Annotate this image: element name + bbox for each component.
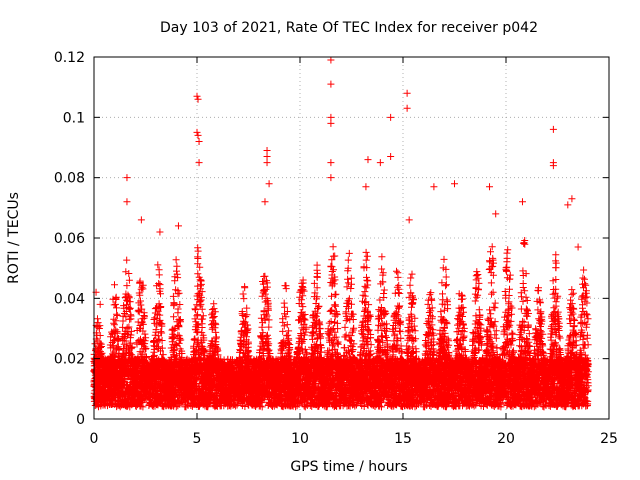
data-point [492, 210, 500, 218]
data-point [364, 156, 372, 164]
data-point [574, 243, 582, 251]
data-point [387, 153, 395, 161]
y-tick-label: 0.12 [54, 50, 85, 66]
data-point [195, 159, 203, 167]
data-point [194, 95, 202, 103]
data-point [194, 131, 202, 139]
data-point [451, 180, 458, 188]
y-axis-label: ROTI / TECUs [6, 192, 22, 284]
data-point [123, 174, 131, 182]
data-point [195, 137, 203, 145]
data-point [518, 198, 526, 206]
data-point [193, 92, 201, 100]
y-tick-label: 0 [76, 412, 85, 428]
x-tick-label: 15 [394, 431, 412, 447]
axis-ticks: 0 5 10 15 20 25 0 0.02 0.04 0.06 0.08 0.1 0.12 [54, 50, 618, 447]
data-point [174, 222, 182, 230]
data-point [327, 174, 335, 182]
chart-title: Day 103 of 2021, Rate Of TEC Index for r… [160, 20, 538, 36]
y-tick-label: 0.1 [63, 110, 85, 126]
x-tick-label: 25 [600, 431, 618, 447]
data-point [123, 198, 131, 206]
data-point [327, 159, 335, 167]
data-point [403, 89, 411, 97]
data-point [263, 159, 271, 167]
y-tick-label: 0.06 [54, 231, 85, 247]
data-point [549, 125, 557, 133]
x-tick-label: 10 [291, 431, 309, 447]
data-point [403, 104, 411, 112]
data-point [387, 113, 395, 121]
data-point [263, 153, 271, 161]
data-point-cloud [90, 237, 592, 411]
data-point [486, 183, 494, 191]
y-tick-label: 0.04 [54, 291, 85, 307]
data-point [261, 198, 269, 206]
data-point [568, 195, 576, 203]
data-point [156, 228, 164, 236]
data-points [90, 56, 592, 411]
y-tick-label: 0.08 [54, 171, 85, 187]
data-point [193, 128, 201, 136]
data-point [430, 183, 438, 191]
data-point [265, 180, 273, 188]
data-point [549, 162, 557, 170]
x-axis-label: GPS time / hours [290, 459, 407, 475]
data-point [96, 300, 104, 308]
y-tick-label: 0.02 [54, 352, 85, 368]
data-point [327, 80, 335, 88]
data-point [405, 216, 413, 224]
x-tick-label: 5 [193, 431, 202, 447]
grid-lines [94, 57, 609, 419]
data-point [137, 216, 145, 224]
data-point [362, 183, 370, 191]
x-tick-label: 20 [497, 431, 515, 447]
data-point [327, 113, 335, 121]
data-point [327, 119, 335, 127]
data-point [263, 147, 271, 155]
data-point [376, 159, 384, 167]
data-point [327, 56, 335, 64]
x-tick-label: 0 [90, 431, 99, 447]
data-point [564, 201, 572, 209]
